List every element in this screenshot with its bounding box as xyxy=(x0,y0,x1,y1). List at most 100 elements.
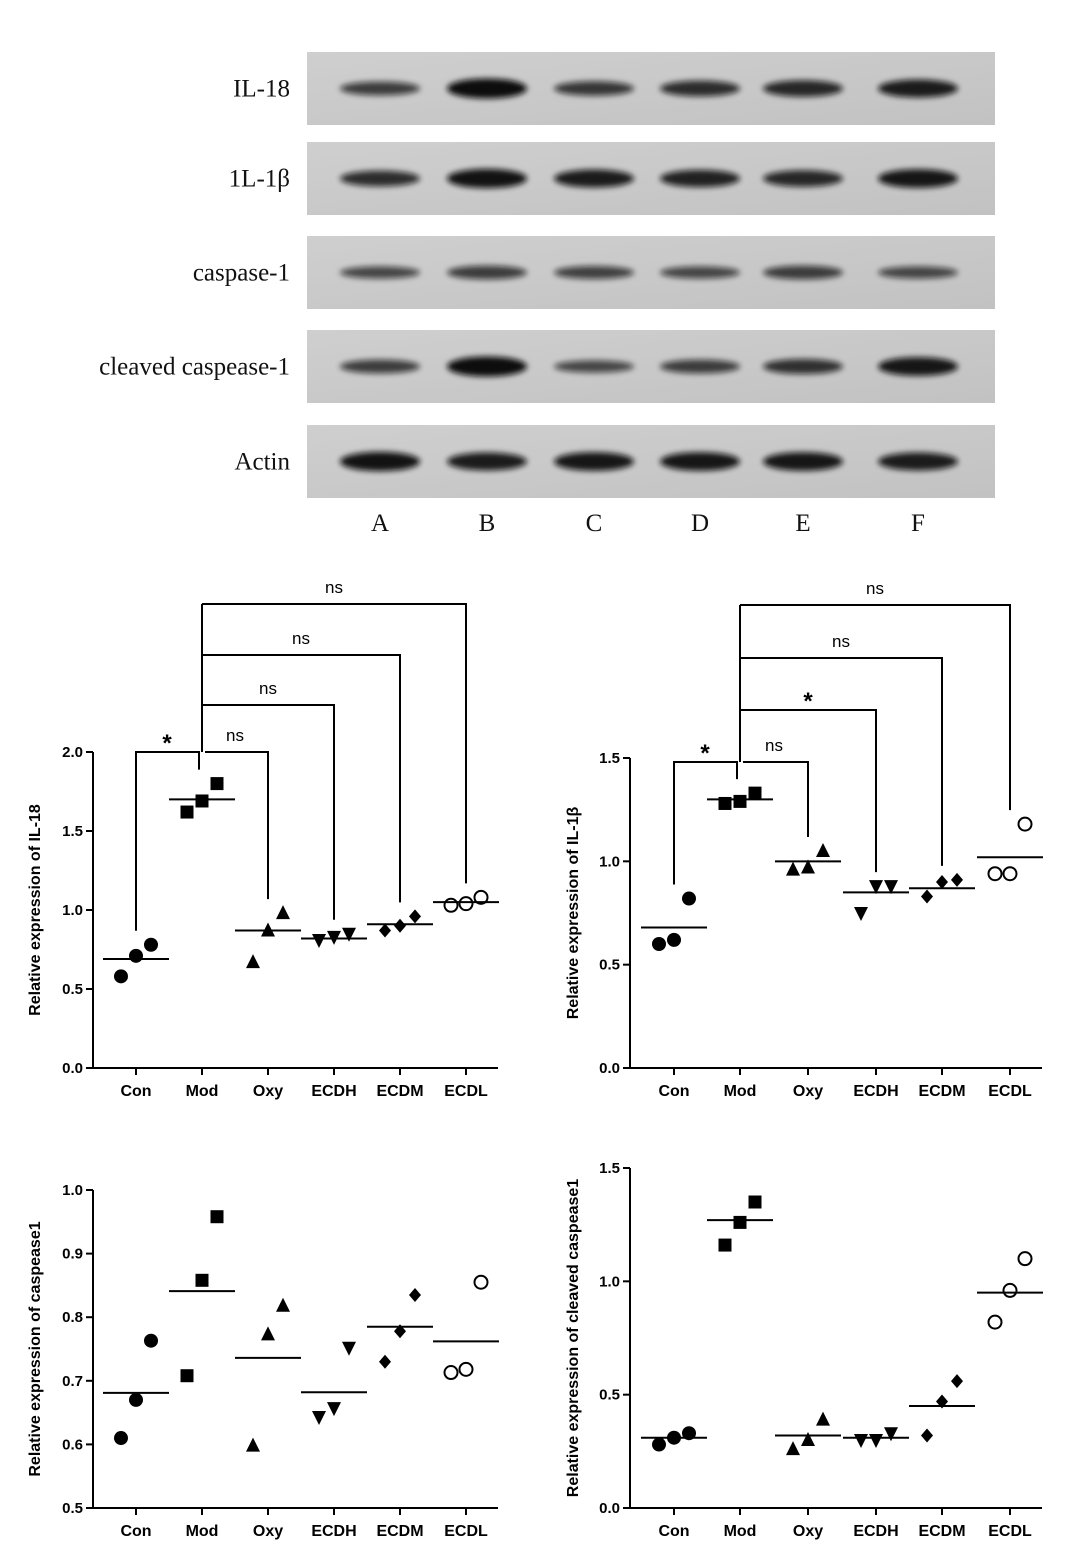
chart-caspase1: 0.5 0.6 0.7 0.8 0.9 1.0 Con Mod Oxy ECDH ECDM ECDL R… xyxy=(0,1110,540,1549)
significance-bracket: ns xyxy=(743,736,809,837)
bracket-line xyxy=(202,654,401,903)
chart-il18: 0.0 0.5 1.0 1.5 2.0 Con Mod Oxy ECDH ECDM ECDL Rela… xyxy=(0,560,540,1110)
blot-band xyxy=(554,169,634,188)
blot-lane-label: D xyxy=(691,510,709,537)
y-tick-label: 1.0 xyxy=(599,853,620,870)
group-ECDH xyxy=(301,1341,367,1426)
data-point xyxy=(801,1432,815,1446)
y-tick-label: 0.7 xyxy=(62,1373,83,1390)
data-point xyxy=(443,1365,459,1381)
data-point xyxy=(409,1287,421,1302)
x-tick-label: Con xyxy=(658,1523,689,1540)
blot-band xyxy=(447,452,527,471)
data-point xyxy=(936,1394,948,1409)
data-point xyxy=(786,861,800,876)
x-tick-label: Mod xyxy=(186,1083,219,1100)
blot-band xyxy=(763,452,843,471)
data-point xyxy=(312,934,326,949)
data-point xyxy=(921,889,933,904)
data-point xyxy=(951,1374,963,1389)
significance-label: * xyxy=(162,730,172,757)
x-tick-label: ECDL xyxy=(444,1083,488,1100)
group-Mod xyxy=(169,1210,235,1383)
y-tick-label: 0.5 xyxy=(599,1387,620,1404)
blot-row-label: cleaved caspease-1 xyxy=(99,354,290,381)
blot-row-label: IL-18 xyxy=(233,76,290,103)
data-point xyxy=(458,1361,474,1377)
data-point xyxy=(748,786,762,800)
data-point xyxy=(180,1369,194,1383)
blot-band xyxy=(763,80,843,97)
x-tick-label: ECDM xyxy=(376,1523,423,1540)
blot-band xyxy=(447,356,527,377)
blot-lane-label: F xyxy=(911,510,925,537)
blot-row-label: Actin xyxy=(234,449,290,476)
data-point xyxy=(210,777,224,791)
bracket-line xyxy=(135,751,200,931)
significance-label: * xyxy=(803,688,813,715)
significance-label: ns xyxy=(866,579,884,598)
data-point xyxy=(379,1354,391,1369)
blot-band xyxy=(763,170,843,187)
data-point xyxy=(854,907,868,921)
group-ECDM xyxy=(367,1287,433,1369)
blot-lane-label: A xyxy=(371,510,389,537)
group-Oxy xyxy=(235,905,301,969)
blot-band xyxy=(340,266,420,279)
y-tick-label: 0.0 xyxy=(62,1060,83,1077)
group-Oxy xyxy=(775,843,841,876)
blot-band xyxy=(554,266,634,279)
data-point xyxy=(458,896,474,912)
blot-band xyxy=(878,169,958,188)
blot-band xyxy=(660,452,740,471)
data-point xyxy=(869,880,883,895)
data-point xyxy=(394,918,406,933)
data-point xyxy=(246,954,260,969)
bracket-line xyxy=(202,704,335,920)
data-point xyxy=(342,927,356,942)
x-tick-label: ECDH xyxy=(853,1523,898,1540)
group-Mod xyxy=(707,786,773,810)
y-axis-label: Relative expression of cleaved caspease1 xyxy=(565,1179,582,1498)
significance-label: * xyxy=(700,740,710,767)
blot-band xyxy=(340,170,420,187)
data-point xyxy=(276,1297,290,1312)
bracket-line xyxy=(743,761,809,837)
data-point xyxy=(1002,1282,1018,1298)
data-point xyxy=(114,969,128,984)
y-tick-label: 0.5 xyxy=(62,981,83,998)
data-point xyxy=(816,843,830,857)
blot-band xyxy=(878,266,958,279)
chart-3-body: 0.0 0.5 1.0 1.5 Con Mod Oxy ECDH ECDM ECDL Relativ… xyxy=(565,1160,1043,1540)
blot-lane-label: B xyxy=(479,510,496,537)
blot-band xyxy=(878,79,958,98)
chart-cleaved-caspase1: 0.0 0.5 1.0 1.5 Con Mod Oxy ECDH ECDM ECDL Relativ… xyxy=(540,1110,1080,1549)
blot-band xyxy=(660,359,740,374)
blot-row-label: caspase-1 xyxy=(193,260,290,287)
y-tick-label: 1.5 xyxy=(62,823,83,840)
data-point xyxy=(261,1326,275,1341)
blot-row-label: 1L-1β xyxy=(229,166,290,193)
group-Con xyxy=(641,891,707,951)
blot-band xyxy=(340,359,420,374)
x-tick-label: Oxy xyxy=(793,1083,823,1100)
significance-label: ns xyxy=(292,629,310,648)
data-point xyxy=(312,1411,326,1426)
x-tick-label: ECDH xyxy=(311,1083,356,1100)
x-tick-label: ECDL xyxy=(988,1523,1032,1540)
blot-band xyxy=(660,266,740,279)
blot-band xyxy=(878,452,958,471)
blot-band xyxy=(340,451,420,472)
significance-label: ns xyxy=(325,578,343,597)
blot-row-0: IL-18 xyxy=(233,52,995,125)
group-Con xyxy=(103,1333,169,1446)
data-point xyxy=(246,1437,260,1452)
group-ECDL xyxy=(977,816,1043,882)
data-point xyxy=(1017,1251,1033,1267)
group-Con xyxy=(641,1426,707,1452)
data-point xyxy=(884,880,898,895)
x-tick-label: ECDM xyxy=(918,1523,965,1540)
y-tick-label: 2.0 xyxy=(62,744,83,761)
data-point xyxy=(682,891,696,906)
western-blot-panel: IL-18 1L-1β caspase-1 cleaved caspease-1 Act… xyxy=(99,52,995,537)
